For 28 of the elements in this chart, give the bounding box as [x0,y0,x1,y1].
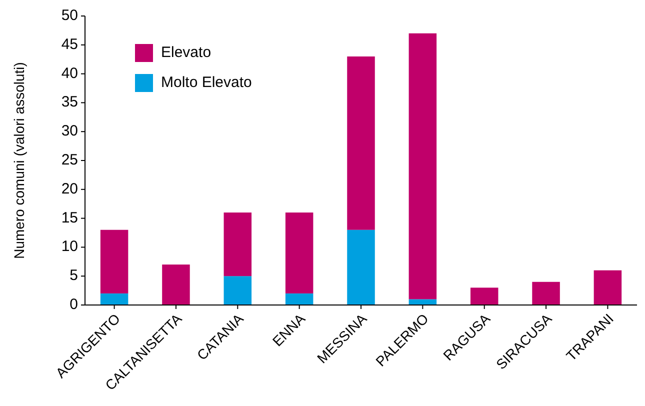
y-tick-label: 25 [61,151,78,168]
y-tick-label: 30 [61,122,78,140]
legend-label: Elevato [161,44,212,61]
bar [408,33,437,300]
y-tick-label: 5 [70,267,78,284]
bar [594,270,622,305]
bar [532,282,560,305]
bar [100,230,128,294]
bar [100,293,128,305]
bar [224,276,252,305]
bar [347,56,375,230]
bar [162,264,190,305]
bar [285,212,314,294]
y-tick-label: 35 [61,94,78,111]
y-tick-label: 15 [61,209,78,226]
y-tick-label: 50 [61,6,78,24]
y-tick-label: 45 [61,36,78,53]
bar [285,293,314,305]
y-tick-label: 20 [61,180,78,198]
y-tick-label: 40 [61,64,78,82]
bar [347,230,375,305]
bar [470,288,498,305]
bar [224,212,252,276]
y-tick-label: 0 [70,296,78,313]
y-axis-title: Numero comuni (valori assoluti) [11,62,27,259]
legend-label: Molto Elevato [161,74,252,91]
y-tick-label: 10 [61,238,78,256]
bar [408,299,437,305]
